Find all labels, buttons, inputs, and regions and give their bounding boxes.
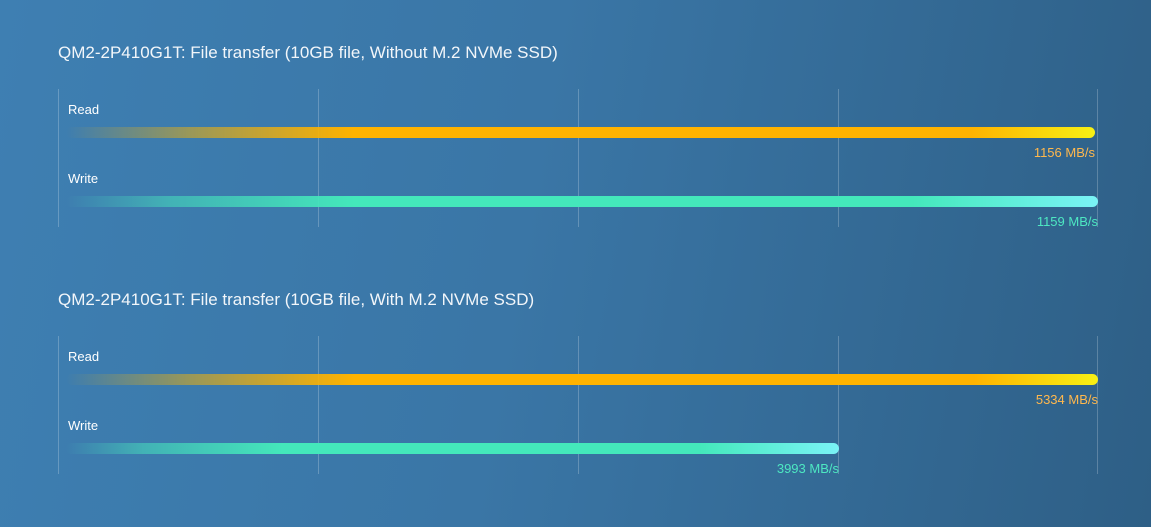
gridline [578, 89, 579, 227]
value-label-write: 1159 MB/s [1036, 214, 1098, 229]
gridline [58, 89, 59, 227]
gridline [838, 89, 839, 227]
plot-area: Read 1156 MB/s Write 1159 MB/s [58, 89, 1098, 229]
chart-title: QM2-2P410G1T: File transfer (10GB file, … [58, 290, 535, 309]
gridline [838, 336, 839, 474]
plot-area: Read 5334 MB/s Write 3993 MB/s [58, 336, 1098, 476]
bar-read [66, 374, 1098, 385]
bar-read [66, 127, 1095, 138]
bar-write [66, 196, 1098, 207]
value-label-read: 1156 MB/s [1033, 145, 1095, 160]
gridline [318, 336, 319, 474]
value-label-write: 3993 MB/s [776, 461, 839, 476]
row-label-write: Write [68, 418, 99, 433]
bar-write [66, 443, 839, 454]
row-label-read: Read [68, 349, 100, 364]
gridline [1097, 336, 1098, 474]
row-label-write: Write [68, 171, 99, 186]
gridline [58, 336, 59, 474]
value-label-read: 5334 MB/s [1035, 392, 1098, 407]
gridline [318, 89, 319, 227]
chart-title: QM2-2P410G1T: File transfer (10GB file, … [58, 43, 558, 62]
row-label-read: Read [68, 102, 100, 117]
gridline [578, 336, 579, 474]
gridline [1097, 89, 1098, 227]
